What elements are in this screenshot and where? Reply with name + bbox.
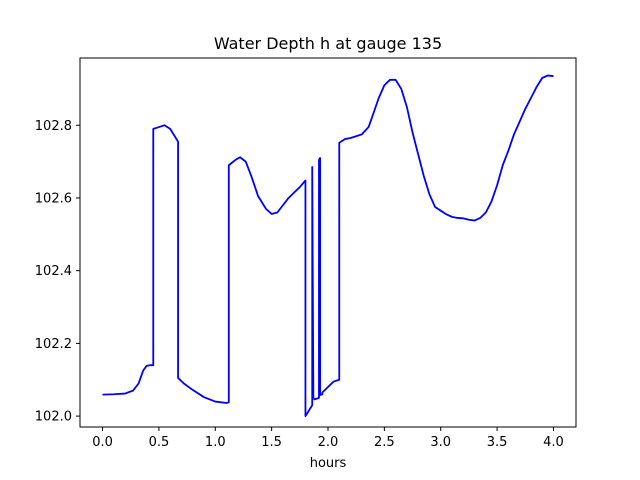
x-axis-label: hours bbox=[310, 456, 347, 471]
chart-title: Water Depth h at gauge 135 bbox=[214, 34, 442, 53]
x-axis: 0.0 0.5 1.0 1.5 2.0 2.5 3.0 3.5 4.0 bbox=[92, 427, 564, 450]
x-tick-label: 1.0 bbox=[205, 435, 226, 450]
x-tick-label: 0.5 bbox=[149, 435, 170, 450]
y-tick-label: 102.6 bbox=[35, 191, 72, 206]
y-tick-label: 102.0 bbox=[35, 410, 72, 425]
series-line-water-depth bbox=[102, 74, 554, 417]
x-tick-label: 3.0 bbox=[430, 435, 451, 450]
plot-area bbox=[102, 74, 554, 417]
x-tick-label: 0.0 bbox=[92, 435, 113, 450]
x-tick-label: 3.5 bbox=[487, 435, 508, 450]
y-tick-label: 102.4 bbox=[35, 264, 72, 279]
x-tick-label: 4.0 bbox=[543, 435, 564, 450]
x-tick-label: 1.5 bbox=[261, 435, 282, 450]
plot-frame bbox=[79, 57, 577, 428]
x-tick-label: 2.5 bbox=[374, 435, 395, 450]
x-tick-label: 2.0 bbox=[318, 435, 339, 450]
y-axis: 102.0 102.2 102.4 102.6 102.8 bbox=[35, 119, 80, 425]
y-tick-label: 102.8 bbox=[35, 119, 72, 134]
y-tick-label: 102.2 bbox=[35, 337, 72, 352]
